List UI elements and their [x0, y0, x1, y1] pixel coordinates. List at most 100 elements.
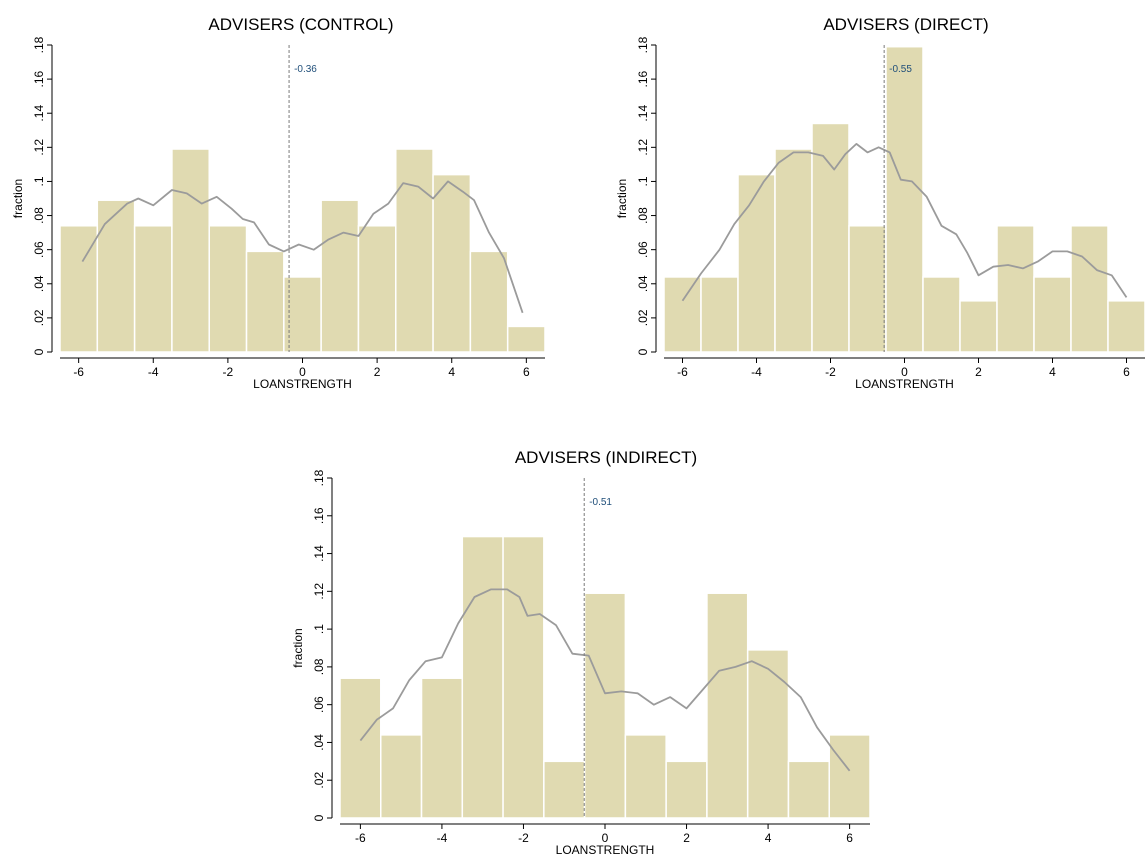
y-tick-label: .14: [312, 545, 326, 562]
histogram-bar: [811, 122, 850, 353]
histogram-bar: [700, 276, 739, 353]
x-tick-label: 6: [523, 365, 530, 379]
histogram-bar: [737, 173, 776, 353]
y-tick-label: .04: [312, 734, 326, 751]
panel-title: ADVISERS (INDIRECT): [515, 448, 697, 467]
y-axis-label: fraction: [291, 628, 305, 667]
x-tick-label: -6: [677, 365, 688, 379]
histogram-bar: [1107, 300, 1145, 353]
x-tick-label: 4: [448, 365, 455, 379]
y-tick-label: 0: [312, 814, 326, 821]
y-tick-label: .12: [32, 139, 46, 156]
histogram-bar: [502, 535, 545, 819]
density-curve: [81, 180, 524, 314]
mean-label: -0.51: [589, 497, 612, 508]
y-tick-label: .18: [32, 36, 46, 53]
x-tick-label: -4: [751, 365, 762, 379]
y-tick-label: .02: [636, 309, 650, 326]
x-tick-label: -2: [518, 831, 529, 845]
histogram-bar: [885, 45, 924, 353]
histogram-bar: [171, 148, 210, 353]
histogram-bar: [283, 276, 322, 353]
x-tick-label: -2: [825, 365, 836, 379]
y-tick-label: .16: [32, 70, 46, 87]
histogram-bar: [959, 300, 998, 353]
x-tick-label: 4: [765, 831, 772, 845]
y-tick-label: .1: [32, 176, 46, 186]
x-tick-label: -4: [148, 365, 159, 379]
y-tick-label: .06: [312, 696, 326, 713]
x-tick-label: -2: [223, 365, 234, 379]
y-tick-label: .04: [32, 275, 46, 292]
histogram-bar: [339, 677, 382, 819]
panel-advisers-indirect: ADVISERS (INDIRECT) -0.51 0 .02 .04 .06 .08 .1…: [291, 448, 871, 857]
histogram-bar: [133, 225, 173, 353]
histogram-bar: [543, 760, 586, 819]
x-tick-label: -6: [355, 831, 366, 845]
y-tick-label: .12: [636, 139, 650, 156]
mean-label: -0.36: [294, 64, 317, 75]
histogram-bar: [380, 734, 423, 819]
panel-advisers-control: ADVISERS (CONTROL) -0.36 0 .02 .04 .06 .08 .1.…: [11, 15, 546, 391]
x-tick-label: 2: [975, 365, 982, 379]
x-tick-label: -6: [73, 365, 84, 379]
histogram-bar: [665, 760, 708, 819]
histogram-bar: [506, 325, 546, 353]
histogram-bar: [774, 148, 813, 353]
histogram-bar: [706, 592, 749, 819]
y-tick-label: .14: [32, 105, 46, 122]
histogram-bar: [624, 734, 667, 819]
panel-advisers-direct: ADVISERS (DIRECT) -0.55 0 .02 .04 .06 .08 .1 .1…: [615, 15, 1145, 391]
x-tick-label: 0: [299, 365, 306, 379]
x-tick-label: 4: [1049, 365, 1056, 379]
density-curve: [359, 588, 851, 772]
y-tick-label: 0: [32, 348, 46, 355]
y-tick-label: .08: [636, 207, 650, 224]
y-axis-label: fraction: [11, 179, 25, 218]
histogram-bar: [320, 199, 360, 353]
histogram-bar: [395, 148, 434, 353]
y-tick-label: .16: [636, 70, 650, 87]
histogram-bar: [461, 535, 504, 819]
y-tick-label: .18: [636, 36, 650, 53]
y-tick-label: .12: [312, 583, 326, 600]
histogram-bar: [996, 225, 1035, 353]
histogram-bar: [583, 592, 627, 819]
panel-title: ADVISERS (DIRECT): [823, 15, 988, 34]
x-axis-label: LOANSTRENGTH: [253, 377, 352, 391]
panel-title: ADVISERS (CONTROL): [208, 15, 393, 34]
histogram-bar: [746, 649, 790, 819]
histogram-bar: [432, 173, 472, 353]
y-tick-label: .02: [312, 772, 326, 789]
x-tick-label: 2: [683, 831, 690, 845]
histogram-bar: [828, 734, 871, 819]
y-tick-label: .08: [32, 207, 46, 224]
y-tick-label: .1: [312, 624, 326, 634]
histogram-bar: [922, 276, 961, 353]
mean-label: -0.55: [889, 64, 912, 75]
x-tick-label: 2: [374, 365, 381, 379]
x-tick-label: -4: [437, 831, 448, 845]
histogram-bar: [663, 276, 702, 353]
y-tick-label: .02: [32, 309, 46, 326]
y-tick-label: .06: [32, 241, 46, 258]
histogram-bar: [208, 225, 248, 353]
histogram-bar: [420, 677, 464, 819]
density-curve: [681, 142, 1128, 302]
y-tick-label: .04: [636, 275, 650, 292]
x-tick-label: 0: [901, 365, 908, 379]
x-tick-label: 6: [1123, 365, 1130, 379]
x-tick-label: 6: [846, 831, 853, 845]
histogram-bar: [357, 225, 397, 353]
y-tick-label: 0: [636, 348, 650, 355]
x-axis-label: LOANSTRENGTH: [855, 377, 954, 391]
y-tick-label: .16: [312, 507, 326, 524]
y-tick-label: .1: [636, 176, 650, 186]
histogram-bar: [245, 250, 285, 353]
y-tick-label: .14: [636, 105, 650, 122]
histogram-bar: [787, 760, 830, 819]
histogram-bar: [1070, 225, 1109, 353]
y-tick-label: .18: [312, 469, 326, 486]
histogram-bar: [469, 250, 509, 353]
